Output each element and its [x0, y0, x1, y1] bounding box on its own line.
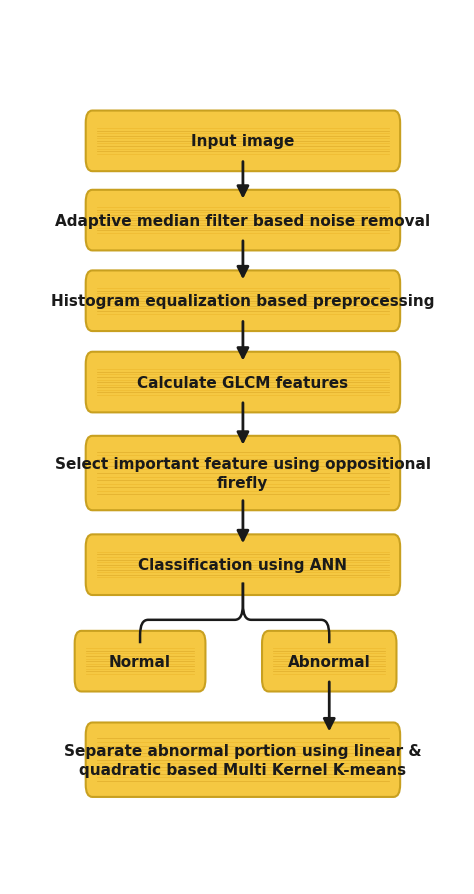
Text: Separate abnormal portion using linear &
quadratic based Multi Kernel K-means: Separate abnormal portion using linear &… [64, 743, 422, 777]
Text: Abnormal: Abnormal [288, 654, 371, 669]
Text: Select important feature using oppositional
firefly: Select important feature using oppositio… [55, 457, 431, 490]
Text: Classification using ANN: Classification using ANN [138, 558, 347, 572]
FancyBboxPatch shape [86, 352, 400, 413]
Text: Calculate GLCM features: Calculate GLCM features [137, 375, 348, 390]
FancyBboxPatch shape [262, 631, 396, 692]
FancyBboxPatch shape [86, 436, 400, 510]
FancyBboxPatch shape [86, 112, 400, 172]
FancyBboxPatch shape [86, 535, 400, 595]
FancyBboxPatch shape [75, 631, 205, 692]
FancyBboxPatch shape [86, 722, 400, 797]
Text: Histogram equalization based preprocessing: Histogram equalization based preprocessi… [51, 294, 435, 309]
FancyBboxPatch shape [86, 271, 400, 332]
FancyBboxPatch shape [86, 190, 400, 251]
Text: Adaptive median filter based noise removal: Adaptive median filter based noise remov… [55, 214, 430, 228]
Text: Normal: Normal [109, 654, 171, 669]
Text: Input image: Input image [191, 134, 295, 149]
